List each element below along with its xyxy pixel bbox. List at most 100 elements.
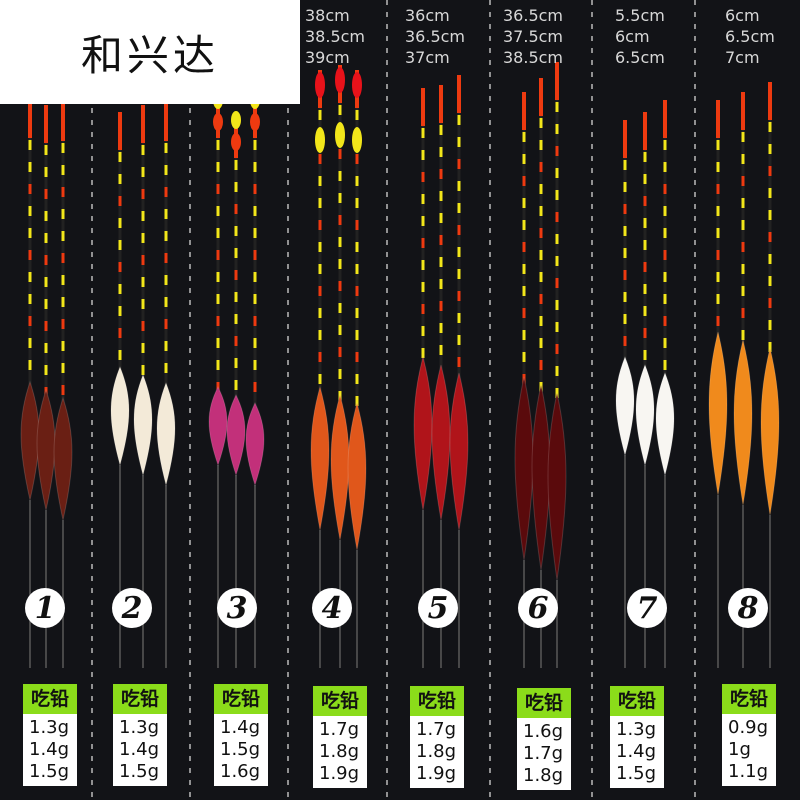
float-number-badge: 4 <box>312 588 352 628</box>
float-bead <box>352 72 362 98</box>
length-value: 6cm <box>725 6 760 25</box>
weight-value: 1.3g <box>119 717 160 738</box>
weight-value: 1.7g <box>416 719 457 740</box>
float-tip <box>61 103 65 141</box>
weight-label: 吃铅 1.7g 1.8g 1.9g <box>410 686 464 788</box>
float-tip <box>768 82 772 120</box>
length-value: 36.5cm <box>405 27 466 46</box>
float-bead <box>231 133 241 151</box>
float-tip <box>741 92 745 130</box>
weight-value: 1.3g <box>29 717 70 738</box>
float-body <box>449 372 469 531</box>
weight-value: 1.4g <box>119 739 160 760</box>
length-value: 37cm <box>405 48 450 67</box>
float-number-badge: 1 <box>25 588 65 628</box>
length-value: 39cm <box>305 48 350 67</box>
length-value: 7cm <box>725 48 760 67</box>
float-tip <box>141 105 145 143</box>
float-tip <box>555 62 559 100</box>
float-body <box>36 388 56 511</box>
float-number-badge: 8 <box>728 588 768 628</box>
length-list: 6cm 6.5cm 7cm <box>725 5 775 68</box>
float-number-badge: 7 <box>627 588 667 628</box>
float-bead <box>213 113 223 131</box>
float-body <box>226 393 246 477</box>
float-tip <box>439 85 443 123</box>
weight-header: 吃铅 <box>410 686 464 716</box>
weight-header: 吃铅 <box>23 684 77 714</box>
float-body <box>208 385 228 467</box>
weight-value: 1.6g <box>220 761 261 782</box>
weight-header: 吃铅 <box>517 688 571 718</box>
weight-value: 0.9g <box>728 717 769 738</box>
float-tip <box>28 100 32 138</box>
weight-value: 1.8g <box>416 741 457 762</box>
weight-value: 1.7g <box>319 719 360 740</box>
float-tip <box>716 100 720 138</box>
length-list: 36cm 36.5cm 37cm <box>405 5 465 68</box>
length-value: 6cm <box>615 27 650 46</box>
weight-value: 1.1g <box>728 761 769 782</box>
weight-label: 吃铅 1.3g 1.4g 1.5g <box>23 684 77 786</box>
weight-value: 1.4g <box>29 739 70 760</box>
float-tip <box>118 112 122 150</box>
float-tip <box>643 112 647 150</box>
float-tip <box>539 78 543 116</box>
float-body <box>133 373 153 477</box>
float-tip <box>457 75 461 113</box>
float-tip <box>522 92 526 130</box>
float-body <box>655 371 675 477</box>
float-body <box>347 401 367 551</box>
length-value: 37.5cm <box>503 27 564 46</box>
length-list: 5.5cm 6cm 6.5cm <box>615 5 665 68</box>
weight-header: 吃铅 <box>313 686 367 716</box>
float-bead <box>335 67 345 93</box>
weight-header: 吃铅 <box>722 684 776 714</box>
float-body <box>330 393 350 541</box>
weight-value: 1g <box>728 739 751 760</box>
float-body <box>547 392 567 581</box>
float-body <box>310 385 330 531</box>
float-number-badge: 2 <box>112 588 152 628</box>
float-bead <box>315 127 325 153</box>
weight-header: 吃铅 <box>214 684 268 714</box>
float-tip <box>623 120 627 158</box>
float-body <box>431 364 451 521</box>
float-body <box>514 376 534 561</box>
weight-value: 1.9g <box>416 763 457 784</box>
float-body <box>615 355 635 457</box>
float-tip <box>164 103 168 141</box>
weight-value: 1.8g <box>523 765 564 786</box>
float-bead <box>335 122 345 148</box>
weight-value: 1.5g <box>29 761 70 782</box>
weight-header: 吃铅 <box>113 684 167 714</box>
float-bead <box>352 127 362 153</box>
weight-value: 1.4g <box>220 717 261 738</box>
float-number-badge: 6 <box>518 588 558 628</box>
float-body <box>760 347 780 516</box>
weight-value: 1.5g <box>119 761 160 782</box>
weight-label: 吃铅 0.9g 1g 1.1g <box>722 684 776 786</box>
float-body <box>53 396 73 521</box>
length-value: 6.5cm <box>725 27 775 46</box>
float-number-badge: 5 <box>418 588 458 628</box>
length-value: 38cm <box>305 6 350 25</box>
weight-header: 吃铅 <box>610 686 664 716</box>
float-body <box>635 363 655 467</box>
float-body <box>20 380 40 501</box>
watermark-logo: 和兴达 <box>0 0 300 104</box>
weight-label: 吃铅 1.3g 1.4g 1.5g <box>113 684 167 786</box>
float-bead <box>315 72 325 98</box>
weight-label: 吃铅 1.4g 1.5g 1.6g <box>214 684 268 786</box>
float-number-badge: 3 <box>217 588 257 628</box>
weight-label: 吃铅 1.6g 1.7g 1.8g <box>517 688 571 790</box>
weight-value: 1.9g <box>319 763 360 784</box>
float-tip <box>663 100 667 138</box>
float-body <box>245 401 265 487</box>
float-body <box>708 331 728 496</box>
weight-label: 吃铅 1.7g 1.8g 1.9g <box>313 686 367 788</box>
float-tip <box>421 88 425 126</box>
float-body <box>156 381 176 487</box>
weight-value: 1.5g <box>616 763 657 784</box>
